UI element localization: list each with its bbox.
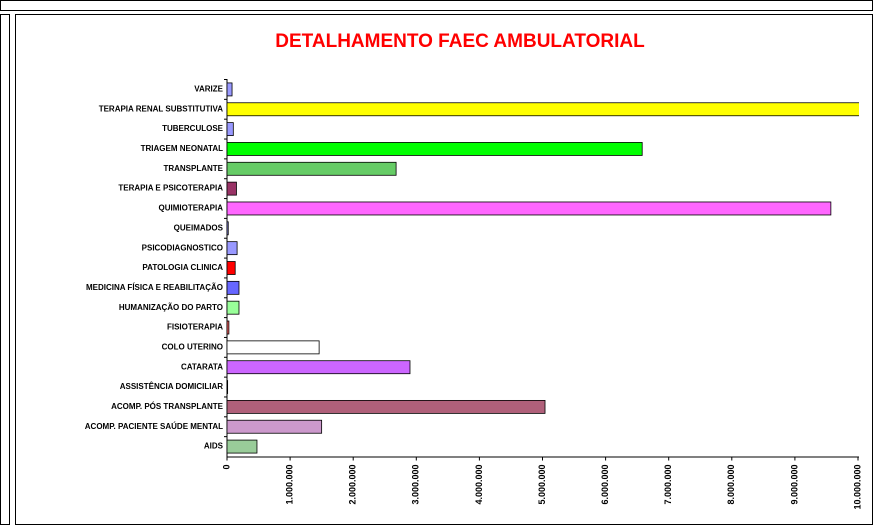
plot — [227, 82, 859, 454]
bar — [227, 439, 258, 454]
bar — [227, 419, 323, 434]
bar — [227, 380, 229, 394]
y-tick-label: TRIAGEM NEONATAL — [141, 144, 223, 153]
bar — [227, 122, 234, 137]
y-tick-label: CATARATA — [181, 362, 223, 371]
y-tick-label: TERAPIA E PSICOTERAPIA — [118, 184, 223, 193]
y-tick-label: TUBERCULOSE — [162, 124, 224, 133]
bar — [227, 201, 832, 216]
y-tick-label: QUIMIOTERAPIA — [159, 204, 224, 213]
bar — [227, 280, 240, 295]
bar — [227, 142, 643, 156]
y-tick-label: TRANSPLANTE — [163, 164, 223, 173]
bar — [227, 181, 237, 196]
y-tick-label: COLO UTERINO — [162, 342, 223, 351]
x-tick-label: 7.000.000 — [663, 465, 673, 505]
bar — [227, 340, 320, 355]
x-tick-label: 4.000.000 — [474, 465, 484, 505]
bar — [227, 399, 546, 414]
x-tick-label: 6.000.000 — [600, 465, 610, 505]
bar — [227, 161, 397, 176]
x-tick-label: 0 — [221, 465, 231, 470]
bar — [227, 261, 236, 275]
y-tick-label: ACOMP. PACIENTE SAÚDE MENTAL — [85, 422, 223, 431]
y-tick-label: MEDICINA FÍSICA E REABILITAÇÃO — [86, 283, 223, 292]
bar — [227, 82, 233, 97]
y-tick-label: ASSISTÊNCIA DOMICILIAR — [120, 382, 223, 391]
y-tick-label: TERAPIA RENAL SUBSTITUTIVA — [99, 104, 224, 113]
chart-frame — [15, 14, 873, 525]
y-tick-label: HUMANIZAÇÃO DO PARTO — [119, 303, 223, 312]
bar — [227, 102, 859, 117]
x-tick-label: 3.000.000 — [411, 465, 421, 505]
bar — [227, 320, 230, 335]
bar — [227, 221, 229, 236]
bar — [227, 241, 238, 256]
y-tick-label: PATOLOGIA CLINICA — [142, 263, 223, 272]
y-tick-label: FISIOTERAPIA — [167, 323, 223, 332]
x-tick-label: 8.000.000 — [726, 465, 736, 505]
x-tick-label: 10.000.000 — [852, 465, 862, 510]
y-tick-label: QUEIMADOS — [174, 223, 224, 232]
y-tick-label: VARIZE — [194, 85, 223, 94]
y-tick-label: PSICODIAGNOSTICO — [142, 243, 223, 252]
x-tick-label: 9.000.000 — [789, 465, 799, 505]
y-tick-label: ACOMP. PÓS TRANSPLANTE — [111, 402, 224, 411]
y-tick-label: AIDS — [204, 442, 224, 451]
bar — [227, 300, 240, 315]
top-frame — [0, 0, 873, 11]
x-tick-label: 2.000.000 — [348, 465, 358, 505]
chart-title: DETALHAMENTO FAEC AMBULATORIAL — [275, 31, 645, 52]
x-tick-label: 1.000.000 — [284, 465, 294, 505]
x-tick-label: 5.000.000 — [537, 465, 547, 505]
left-frame — [0, 14, 10, 525]
bar — [227, 360, 411, 375]
